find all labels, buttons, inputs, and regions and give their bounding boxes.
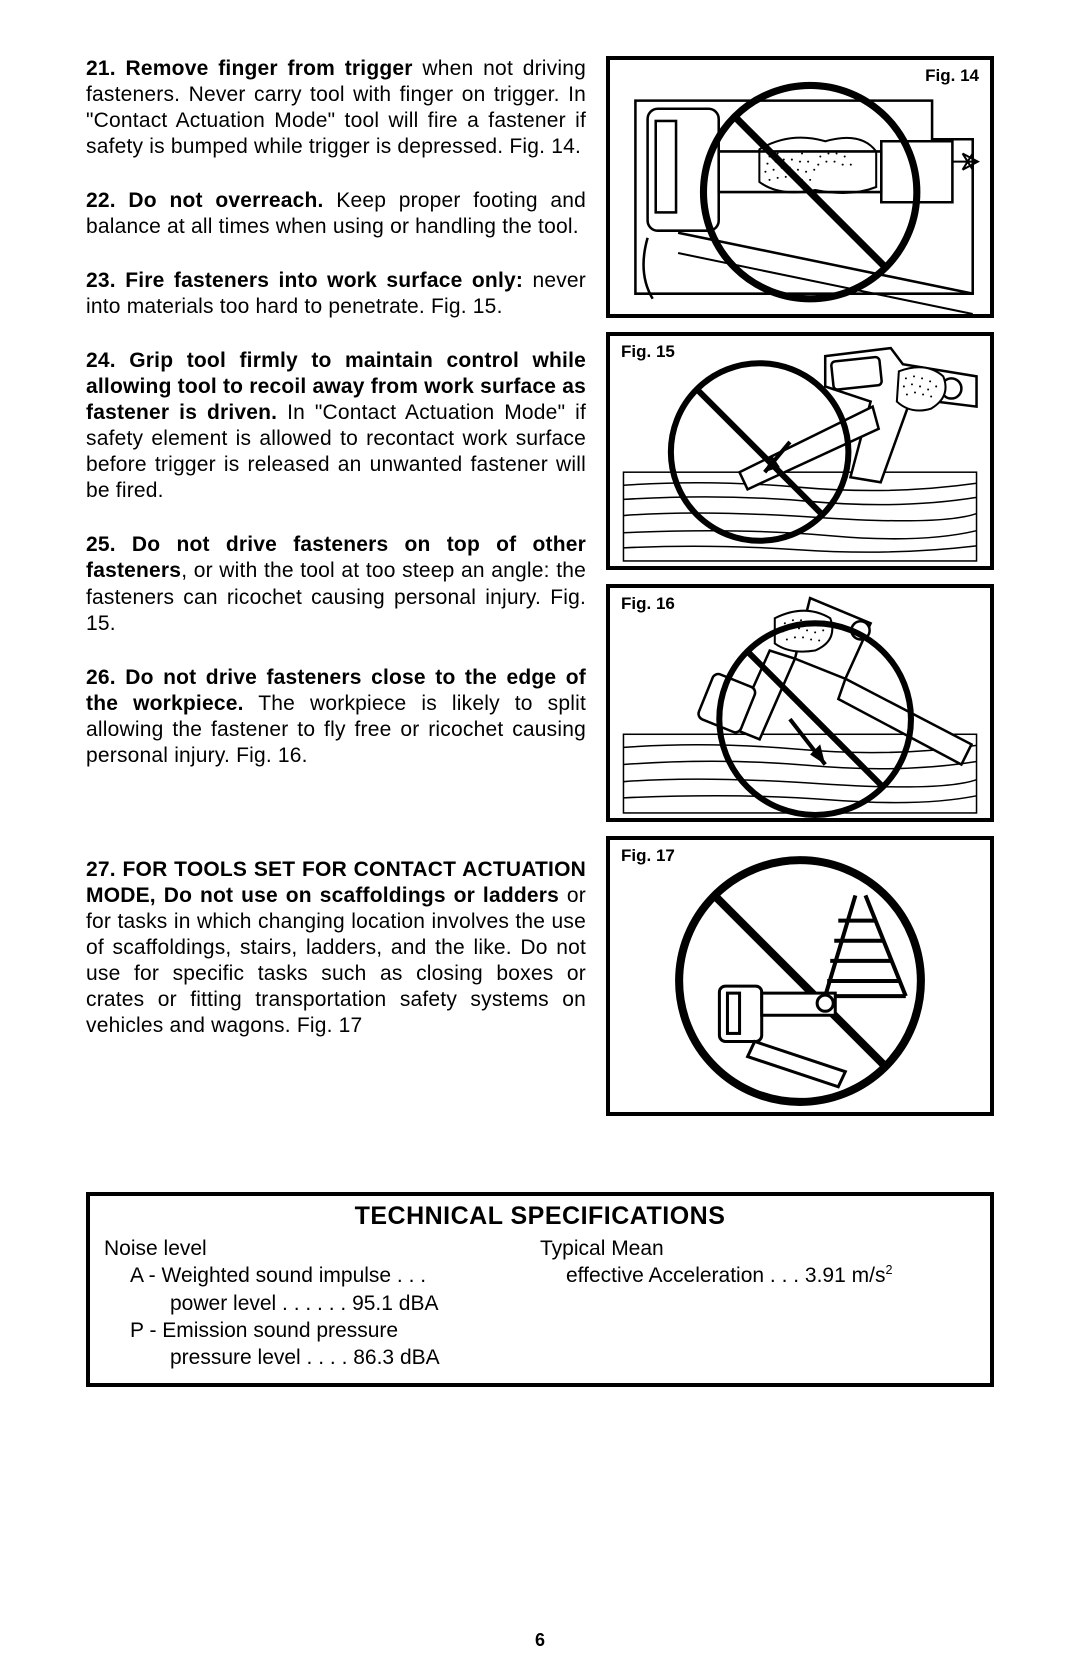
figure-16-label: Fig. 16 bbox=[618, 594, 678, 614]
power-level-line: power level . . . . . . 95.1 dBA bbox=[104, 1290, 540, 1317]
instruction-27-bold: 27. FOR TOOLS SET FOR CONTACT ACTUATION … bbox=[86, 858, 586, 907]
a-weighted-line: A - Weighted sound impulse . . . bbox=[104, 1262, 540, 1289]
squared-superscript: 2 bbox=[885, 1263, 892, 1277]
spec-left-column: Noise level A - Weighted sound impulse .… bbox=[104, 1235, 540, 1371]
figure-16: Fig. 16 bbox=[606, 584, 994, 822]
spec-title: TECHNICAL SPECIFICATIONS bbox=[104, 1202, 976, 1231]
typical-mean-label: Typical Mean bbox=[540, 1235, 976, 1262]
instruction-26: 26. Do not drive fasteners close to the … bbox=[86, 665, 586, 769]
instruction-21-bold: 21. Remove finger from trigger bbox=[86, 57, 413, 80]
acceleration-text: effective Acceleration . . . 3.91 m/s bbox=[566, 1264, 885, 1287]
instruction-22: 22. Do not overreach. Keep proper footin… bbox=[86, 188, 586, 240]
figure-15-drawing bbox=[610, 336, 990, 566]
instruction-27: 27. FOR TOOLS SET FOR CONTACT ACTUATION … bbox=[86, 857, 586, 1039]
page-number: 6 bbox=[0, 1630, 1080, 1651]
figure-column: Fig. 14 bbox=[606, 56, 994, 1116]
figure-17-drawing bbox=[610, 840, 990, 1112]
noise-level-label: Noise level bbox=[104, 1235, 540, 1262]
instruction-23-bold: 23. Fire fasteners into work surface onl… bbox=[86, 269, 523, 292]
technical-specifications: TECHNICAL SPECIFICATIONS Noise level A -… bbox=[86, 1192, 994, 1387]
figure-14-label: Fig. 14 bbox=[922, 66, 982, 86]
figure-15-label: Fig. 15 bbox=[618, 342, 678, 362]
acceleration-line: effective Acceleration . . . 3.91 m/s2 bbox=[540, 1262, 976, 1289]
instruction-text-column: 21. Remove finger from trigger when not … bbox=[86, 56, 586, 1116]
spacer bbox=[86, 797, 586, 857]
instruction-21: 21. Remove finger from trigger when not … bbox=[86, 56, 586, 160]
spec-right-column: Typical Mean effective Acceleration . . … bbox=[540, 1235, 976, 1371]
instruction-24: 24. Grip tool firmly to maintain control… bbox=[86, 348, 586, 504]
figure-14-drawing bbox=[610, 60, 990, 314]
p-emission-line: P - Emission sound pressure bbox=[104, 1317, 540, 1344]
instruction-22-bold: 22. Do not overreach. bbox=[86, 189, 324, 212]
figure-14: Fig. 14 bbox=[606, 56, 994, 318]
spec-columns: Noise level A - Weighted sound impulse .… bbox=[104, 1235, 976, 1371]
figure-15: Fig. 15 bbox=[606, 332, 994, 570]
figure-16-drawing bbox=[610, 588, 990, 818]
figure-17: Fig. 17 bbox=[606, 836, 994, 1116]
pressure-level-line: pressure level . . . . 86.3 dBA bbox=[104, 1344, 540, 1371]
main-content: 21. Remove finger from trigger when not … bbox=[86, 56, 994, 1116]
figure-17-label: Fig. 17 bbox=[618, 846, 678, 866]
instruction-23: 23. Fire fasteners into work surface onl… bbox=[86, 268, 586, 320]
instruction-25: 25. Do not drive fasteners on top of oth… bbox=[86, 532, 586, 636]
